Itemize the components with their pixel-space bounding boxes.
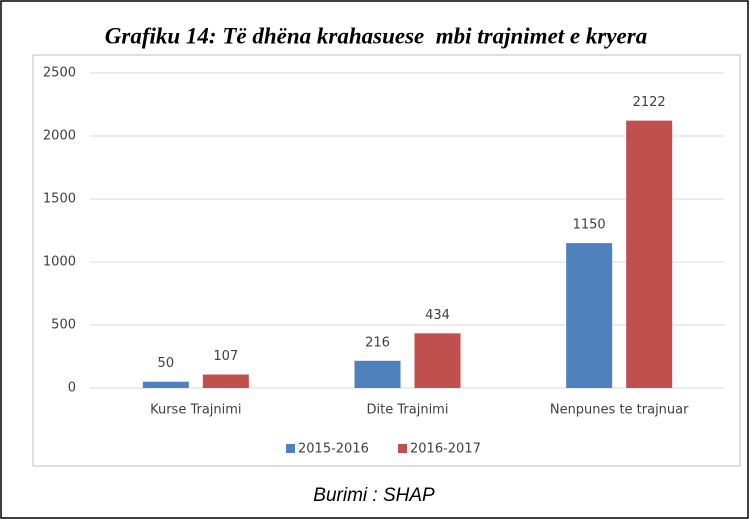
- y-tick-label: 1000: [43, 255, 76, 270]
- data-label: 2122: [633, 95, 666, 110]
- bar: [414, 333, 461, 388]
- data-label: 107: [213, 349, 238, 364]
- y-tick-label: 1500: [43, 192, 76, 207]
- source-note: Burimi : SHAP: [313, 485, 435, 506]
- bar: [202, 374, 249, 388]
- bar: [626, 120, 673, 389]
- legend-swatch: [286, 444, 295, 453]
- x-tick-label: Nenpunes te trajnuar: [550, 403, 689, 418]
- legend-label: 2016-2017: [410, 442, 481, 457]
- y-tick-label: 0: [68, 381, 76, 396]
- bar: [566, 243, 613, 388]
- legend-swatch: [398, 444, 407, 453]
- data-label: 1150: [573, 218, 606, 233]
- x-tick-label: Dite Trajnimi: [367, 403, 449, 418]
- data-label: 50: [158, 356, 175, 371]
- legend-label: 2015-2016: [298, 442, 369, 457]
- data-label: 216: [365, 335, 390, 350]
- chart-title: Grafiku 14: Të dhëna krahasuese mbi traj…: [105, 23, 647, 48]
- x-tick-label: Kurse Trajnimi: [150, 403, 241, 418]
- bar: [354, 360, 401, 388]
- y-tick-label: 500: [51, 318, 76, 333]
- data-label: 434: [425, 308, 450, 323]
- bar: [142, 381, 189, 388]
- chart-frame: [32, 54, 741, 467]
- y-tick-label: 2000: [43, 129, 76, 144]
- y-tick-label: 2500: [43, 66, 76, 81]
